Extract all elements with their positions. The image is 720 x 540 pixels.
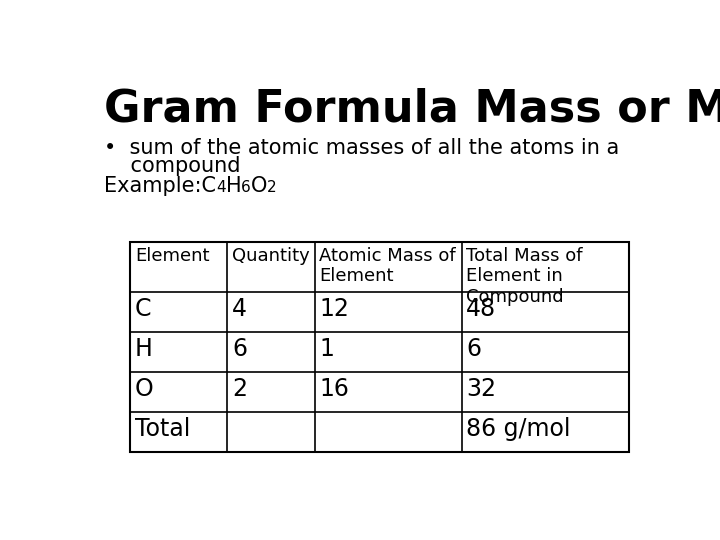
- Text: 6: 6: [467, 336, 482, 361]
- Text: 2: 2: [232, 377, 247, 401]
- Text: 6: 6: [241, 179, 251, 194]
- Text: 32: 32: [467, 377, 496, 401]
- Text: Quantity: Quantity: [232, 247, 310, 265]
- Text: O: O: [251, 176, 267, 195]
- Text: 4: 4: [216, 179, 225, 194]
- Text: H: H: [135, 336, 153, 361]
- Text: compound: compound: [104, 156, 240, 176]
- Text: Example:C: Example:C: [104, 176, 216, 195]
- Text: Atomic Mass of
Element: Atomic Mass of Element: [320, 247, 456, 285]
- Bar: [130, 242, 629, 452]
- Text: 6: 6: [232, 336, 247, 361]
- Text: Total Mass of
Element in
Compound: Total Mass of Element in Compound: [467, 247, 582, 306]
- Text: O: O: [135, 377, 153, 401]
- Text: Gram Formula Mass or Molar Mass: Gram Formula Mass or Molar Mass: [104, 88, 720, 131]
- Text: 2: 2: [267, 179, 277, 194]
- Text: H: H: [225, 176, 241, 195]
- Text: 1: 1: [320, 336, 334, 361]
- Text: •  sum of the atomic masses of all the atoms in a: • sum of the atomic masses of all the at…: [104, 138, 619, 158]
- Text: 86 g/mol: 86 g/mol: [467, 417, 571, 441]
- Text: 12: 12: [320, 296, 349, 321]
- Text: 16: 16: [320, 377, 349, 401]
- Text: Element: Element: [135, 247, 210, 265]
- Text: C: C: [135, 296, 151, 321]
- Text: 48: 48: [467, 296, 497, 321]
- Text: Total: Total: [135, 417, 190, 441]
- Text: 4: 4: [232, 296, 247, 321]
